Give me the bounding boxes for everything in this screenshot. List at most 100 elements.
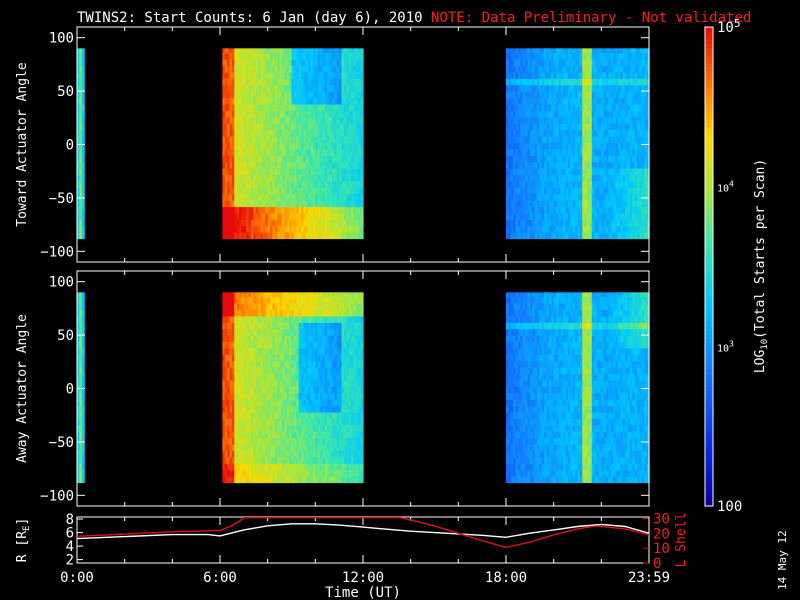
heatmap-cell xyxy=(241,59,245,67)
heatmap-cell xyxy=(348,78,352,86)
heatmap-cell xyxy=(575,123,579,131)
heatmap-cell xyxy=(246,463,250,471)
heatmap-cell xyxy=(243,135,247,143)
heatmap-cell xyxy=(243,232,247,240)
heatmap-cell xyxy=(553,123,557,131)
heatmap-cell xyxy=(587,206,591,214)
heatmap-cell xyxy=(236,123,240,131)
heatmap-cell xyxy=(308,110,312,118)
heatmap-cell xyxy=(243,322,247,330)
heatmap-cell xyxy=(301,142,305,150)
heatmap-cell xyxy=(272,437,276,445)
heatmap-cell xyxy=(608,155,612,163)
heatmap-cell xyxy=(229,354,233,362)
heatmap-cell xyxy=(563,200,567,208)
heatmap-cell xyxy=(296,418,300,426)
heatmap-cell xyxy=(327,52,331,60)
heatmap-cell xyxy=(579,129,583,137)
heatmap-cell xyxy=(334,148,338,156)
heatmap-cell xyxy=(239,78,243,86)
heatmap-cell xyxy=(513,219,517,227)
heatmap-cell xyxy=(296,328,300,336)
heatmap-cell xyxy=(274,116,278,124)
heatmap-cell xyxy=(239,103,243,111)
heatmap-cell xyxy=(250,360,254,368)
heatmap-cell xyxy=(324,65,328,73)
heatmap-cell xyxy=(589,91,593,99)
heatmap-cell xyxy=(532,59,536,67)
heatmap-cell xyxy=(301,309,305,317)
heatmap-cell xyxy=(355,71,359,79)
heatmap-cell xyxy=(250,444,254,452)
heatmap-cell xyxy=(558,142,562,150)
heatmap-cell xyxy=(556,135,560,143)
heatmap-cell xyxy=(279,341,283,349)
heatmap-cell xyxy=(553,135,557,143)
heatmap-cell xyxy=(315,354,319,362)
heatmap-cell xyxy=(289,187,293,195)
heatmap-cell xyxy=(315,431,319,439)
heatmap-cell xyxy=(625,212,629,220)
heatmap-cell xyxy=(255,123,259,131)
heatmap-cell xyxy=(248,180,252,188)
heatmap-cell xyxy=(312,161,316,169)
heatmap-cell xyxy=(517,174,521,182)
heatmap-cell xyxy=(603,91,607,99)
heatmap-cell xyxy=(551,174,555,182)
heatmap-cell xyxy=(277,71,281,79)
heatmap-cell xyxy=(327,110,331,118)
heatmap-cell xyxy=(272,200,276,208)
heatmap-cell xyxy=(579,84,583,92)
heatmap-cell xyxy=(248,399,252,407)
heatmap-cell xyxy=(327,200,331,208)
heatmap-cell xyxy=(241,476,245,484)
heatmap-cell xyxy=(265,174,269,182)
heatmap-cell xyxy=(274,418,278,426)
heatmap-cell xyxy=(258,322,262,330)
heatmap-cell xyxy=(625,174,629,182)
heatmap-cell xyxy=(289,322,293,330)
heatmap-cell xyxy=(632,174,636,182)
heatmap-cell xyxy=(556,59,560,67)
heatmap-cell xyxy=(312,444,316,452)
heatmap-cell xyxy=(622,123,626,131)
heatmap-cell xyxy=(250,116,254,124)
heatmap-cell xyxy=(310,135,314,143)
heatmap-cell xyxy=(596,206,600,214)
heatmap-cell xyxy=(606,174,610,182)
heatmap-cell xyxy=(556,84,560,92)
heatmap-cell xyxy=(315,155,319,163)
heatmap-cell xyxy=(558,174,562,182)
heatmap-cell xyxy=(222,84,226,92)
heatmap-cell xyxy=(639,116,643,124)
heatmap-cell xyxy=(305,174,309,182)
heatmap-cell xyxy=(289,116,293,124)
heatmap-cell xyxy=(286,110,290,118)
heatmap-cell xyxy=(582,180,586,188)
heatmap-cell xyxy=(577,193,581,201)
heatmap-cell xyxy=(348,187,352,195)
heatmap-cell xyxy=(81,444,85,452)
heatmap-cell xyxy=(272,174,276,182)
heatmap-cell xyxy=(606,84,610,92)
heatmap-cell xyxy=(284,296,288,304)
heatmap-cell xyxy=(620,59,624,67)
heatmap-cell xyxy=(265,148,269,156)
heatmap-cell xyxy=(332,212,335,220)
heatmap-cell xyxy=(231,103,235,111)
heatmap-cell xyxy=(324,232,328,240)
heatmap-cell xyxy=(556,129,560,137)
heatmap-cell xyxy=(572,225,576,233)
heatmap-cell xyxy=(553,52,557,60)
heatmap-cell xyxy=(279,225,283,233)
heatmap-cell xyxy=(355,110,359,118)
heatmap-cell xyxy=(262,354,266,362)
heatmap-cell xyxy=(303,168,307,176)
heatmap-cell xyxy=(632,161,636,169)
heatmap-cell xyxy=(284,444,288,452)
heatmap-cell xyxy=(234,399,238,407)
heatmap-cell xyxy=(227,155,231,163)
heatmap-cell xyxy=(255,354,259,362)
heatmap-cell xyxy=(234,232,238,240)
heatmap-cell xyxy=(239,450,243,458)
